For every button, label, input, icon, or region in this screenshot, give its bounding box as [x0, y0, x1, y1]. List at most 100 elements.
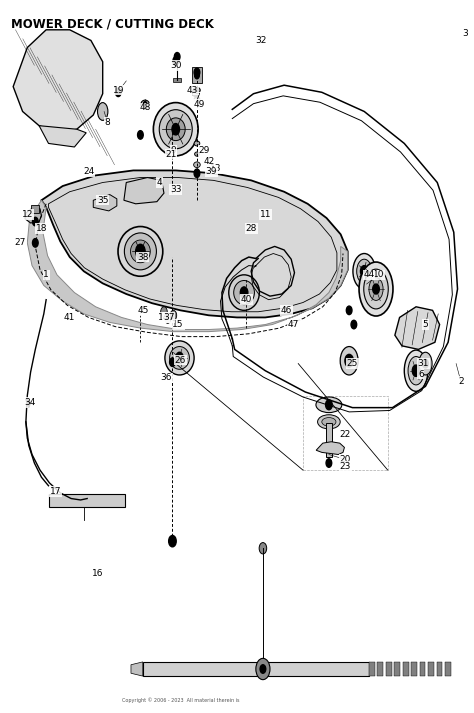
Circle shape — [326, 400, 332, 410]
Polygon shape — [395, 307, 439, 349]
Text: 11: 11 — [260, 210, 271, 219]
Circle shape — [373, 284, 379, 294]
Circle shape — [260, 665, 266, 673]
Text: 35: 35 — [97, 196, 109, 205]
Circle shape — [195, 72, 199, 79]
Circle shape — [161, 307, 167, 317]
Circle shape — [165, 316, 170, 323]
Text: 27: 27 — [15, 238, 26, 247]
Circle shape — [360, 265, 368, 277]
Polygon shape — [131, 662, 143, 676]
Text: 4: 4 — [156, 178, 162, 187]
Text: 46: 46 — [281, 306, 292, 315]
Ellipse shape — [359, 262, 393, 316]
Text: 9: 9 — [171, 146, 176, 155]
Ellipse shape — [170, 347, 190, 369]
Text: 31: 31 — [418, 359, 429, 368]
Text: 34: 34 — [24, 398, 36, 407]
Text: 7: 7 — [194, 93, 200, 102]
Ellipse shape — [130, 240, 150, 263]
Circle shape — [326, 458, 332, 467]
Bar — [326, 424, 332, 457]
Circle shape — [423, 359, 428, 368]
Text: 39: 39 — [205, 168, 217, 176]
Bar — [411, 662, 417, 676]
Ellipse shape — [194, 97, 200, 102]
Text: 12: 12 — [22, 210, 33, 219]
Text: 21: 21 — [165, 150, 177, 158]
Circle shape — [33, 217, 38, 226]
Text: 20: 20 — [340, 455, 351, 464]
Circle shape — [346, 306, 352, 314]
Text: 19: 19 — [113, 86, 125, 95]
Ellipse shape — [194, 141, 200, 146]
Bar — [369, 662, 374, 676]
Ellipse shape — [340, 347, 358, 375]
Bar — [428, 662, 434, 676]
Polygon shape — [93, 195, 117, 211]
Circle shape — [173, 57, 179, 66]
Circle shape — [193, 88, 198, 96]
Ellipse shape — [316, 397, 342, 413]
Text: 15: 15 — [173, 320, 184, 329]
Text: 44: 44 — [363, 270, 374, 279]
Ellipse shape — [98, 103, 108, 120]
Text: 40: 40 — [241, 295, 252, 304]
Circle shape — [176, 352, 183, 364]
Bar — [48, 494, 125, 507]
Ellipse shape — [118, 227, 163, 276]
Text: MOWER DECK / CUTTING DECK: MOWER DECK / CUTTING DECK — [11, 17, 214, 30]
Polygon shape — [25, 207, 41, 223]
Text: Copyright © 2006 - 2023  All material therein is: Copyright © 2006 - 2023 All material the… — [122, 697, 239, 703]
Ellipse shape — [353, 254, 375, 289]
Circle shape — [174, 53, 180, 61]
Ellipse shape — [369, 277, 383, 300]
Circle shape — [256, 658, 270, 679]
Polygon shape — [26, 399, 31, 408]
Text: 28: 28 — [246, 224, 257, 233]
Ellipse shape — [141, 100, 149, 108]
Bar — [303, 396, 388, 470]
Text: 2: 2 — [458, 377, 464, 386]
Text: 8: 8 — [105, 118, 110, 127]
Ellipse shape — [229, 275, 259, 310]
Ellipse shape — [419, 352, 432, 375]
Text: 10: 10 — [373, 270, 384, 279]
Text: 25: 25 — [347, 359, 358, 368]
Text: 6: 6 — [418, 370, 424, 379]
Bar — [31, 205, 39, 213]
Bar — [420, 662, 426, 676]
Circle shape — [137, 130, 143, 139]
Text: 1: 1 — [43, 270, 49, 279]
Ellipse shape — [234, 280, 255, 304]
Ellipse shape — [408, 356, 424, 385]
Circle shape — [170, 310, 177, 320]
Text: 5: 5 — [423, 320, 428, 329]
Polygon shape — [316, 442, 345, 454]
Text: 13: 13 — [210, 164, 221, 173]
Circle shape — [195, 170, 199, 177]
Circle shape — [169, 535, 176, 547]
Circle shape — [194, 169, 200, 178]
Text: 18: 18 — [36, 224, 47, 233]
Bar — [192, 68, 201, 83]
Circle shape — [240, 287, 248, 298]
Circle shape — [345, 354, 354, 367]
Text: 48: 48 — [139, 103, 151, 113]
Bar — [386, 662, 392, 676]
Text: 42: 42 — [203, 157, 214, 165]
Text: 29: 29 — [198, 146, 210, 155]
Text: 30: 30 — [170, 61, 182, 70]
Circle shape — [412, 365, 420, 376]
Text: 41: 41 — [64, 313, 75, 322]
Bar — [232, 180, 243, 227]
Text: 32: 32 — [255, 36, 266, 45]
Text: 45: 45 — [137, 306, 148, 315]
Text: 36: 36 — [161, 374, 172, 382]
Circle shape — [136, 245, 145, 259]
Ellipse shape — [154, 103, 198, 156]
Circle shape — [170, 358, 175, 366]
Circle shape — [194, 68, 200, 77]
Bar — [445, 662, 451, 676]
Ellipse shape — [159, 110, 192, 149]
